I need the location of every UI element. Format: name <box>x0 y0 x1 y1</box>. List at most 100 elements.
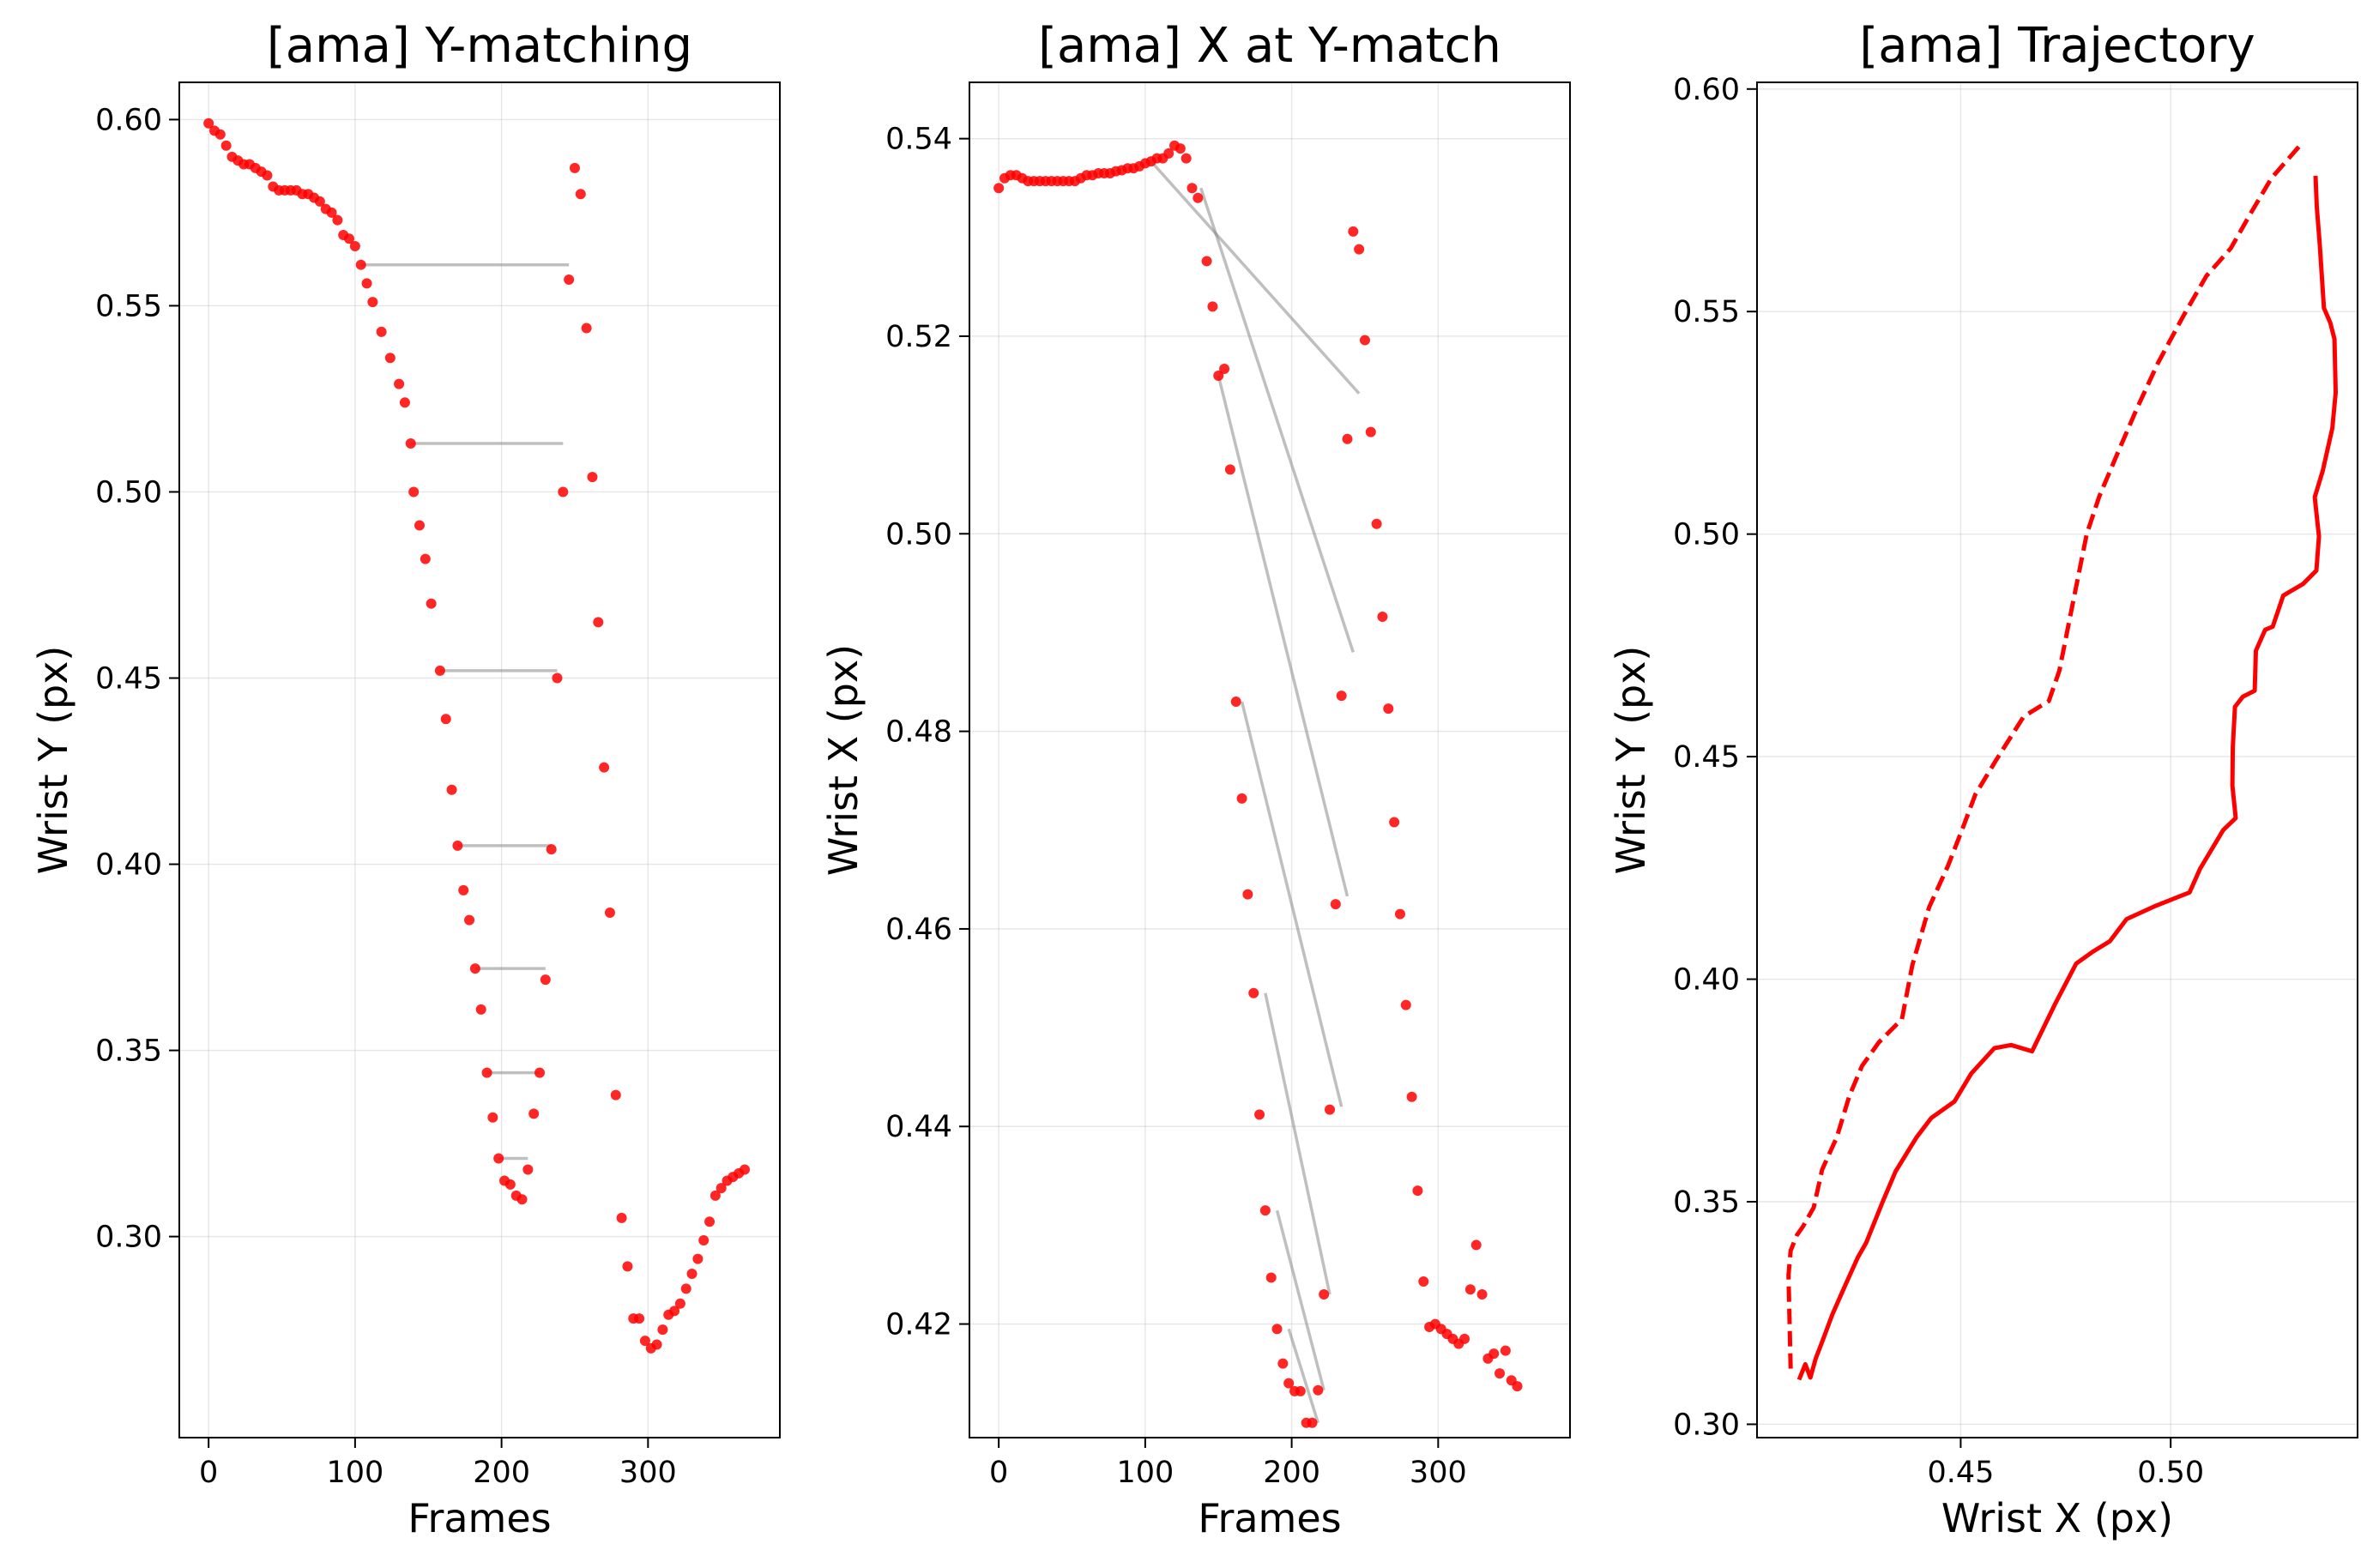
chart-1-point-82 <box>1476 1289 1488 1300</box>
chart-0-ytick-label-1: 0.35 <box>95 1034 162 1069</box>
chart-1-point-34 <box>1193 192 1204 203</box>
chart-1-ytick-label-2: 0.46 <box>885 913 952 947</box>
chart-1-point-29 <box>1163 148 1174 159</box>
chart-1-point-37 <box>1213 371 1224 382</box>
chart-0-ytick-label-2: 0.40 <box>95 848 162 883</box>
chart-0-plot-area <box>203 118 751 1354</box>
chart-0-point-79 <box>674 1298 685 1309</box>
chart-1-point-46 <box>1265 1272 1277 1283</box>
chart-0-point-0 <box>203 118 214 129</box>
chart-1-point-55 <box>1319 1289 1330 1300</box>
chart-0-point-30 <box>384 353 396 364</box>
chart-1-match-line-4 <box>1264 992 1331 1295</box>
chart-0-xtick-label-1: 100 <box>326 1456 383 1490</box>
chart-0-point-66 <box>599 762 610 773</box>
chart-1-point-38 <box>1219 363 1230 374</box>
chart-0-point-53 <box>522 1164 534 1175</box>
chart-1-point-58 <box>1336 691 1347 702</box>
chart-0-point-35 <box>414 520 425 531</box>
chart-1-ylabel: Wrist X (px) <box>820 644 866 876</box>
chart-1-point-42 <box>1242 889 1253 900</box>
chart-1-ytick-label-5: 0.52 <box>885 320 952 354</box>
chart-2-plot-area <box>1786 145 2338 1381</box>
chart-0-point-29 <box>376 326 387 337</box>
chart-0-point-61 <box>569 162 580 173</box>
chart-1-point-60 <box>1348 226 1359 237</box>
chart-0-point-22 <box>332 214 343 226</box>
chart-1-point-65 <box>1377 612 1388 623</box>
chart-1-point-70 <box>1406 1091 1417 1102</box>
chart-0-point-37 <box>426 598 437 609</box>
chart-2-series-descending <box>1786 145 2301 1369</box>
chart-1-point-81 <box>1470 1239 1482 1251</box>
chart-0-point-36 <box>420 553 431 564</box>
chart-1-match-line-2 <box>1217 375 1350 897</box>
panel-y-matching: 0 100 200 300 0.30 0.35 0.40 0.45 0.50 0.55 0.60 [a… <box>30 18 781 1541</box>
chart-1-point-33 <box>1186 183 1198 194</box>
chart-1-point-62 <box>1359 335 1370 346</box>
chart-1-point-48 <box>1277 1358 1289 1369</box>
chart-1-match-line-3 <box>1240 701 1343 1107</box>
chart-0-point-19 <box>314 196 325 207</box>
chart-2-xtick-label-1: 0.50 <box>2137 1456 2204 1490</box>
chart-0-point-48 <box>493 1153 504 1164</box>
chart-0-point-59 <box>558 486 569 498</box>
chart-0-point-43 <box>464 914 475 926</box>
chart-0-ytick-label-6: 0.60 <box>95 103 162 137</box>
panel-trajectory: 0.45 0.50 0.30 0.35 0.40 0.45 0.50 0.55 0.60 [ama… <box>1608 18 2358 1541</box>
chart-0-point-67 <box>604 907 615 918</box>
chart-0-point-60 <box>564 274 575 286</box>
chart-0-title: [ama] Y-matching <box>267 18 692 74</box>
chart-0-point-33 <box>405 438 416 449</box>
chart-0-point-73 <box>639 1336 650 1347</box>
chart-0-point-78 <box>669 1306 680 1317</box>
chart-0-point-47 <box>487 1112 498 1123</box>
chart-0-point-26 <box>355 259 366 270</box>
chart-1-point-51 <box>1295 1385 1306 1396</box>
chart-2-ytick-label-1: 0.35 <box>1673 1185 1740 1220</box>
chart-1-point-68 <box>1394 908 1405 920</box>
chart-1-plot-area <box>993 140 1523 1428</box>
chart-1-ytick-label-3: 0.48 <box>885 715 952 750</box>
chart-1-xlabel: Frames <box>1198 1495 1341 1541</box>
chart-0-point-21 <box>326 207 337 218</box>
chart-0-point-58 <box>552 672 563 684</box>
chart-0-point-38 <box>434 665 445 676</box>
chart-1-point-36 <box>1207 301 1218 312</box>
chart-0-xtick-label-0: 0 <box>199 1456 218 1490</box>
chart-1-match-line-5 <box>1275 1209 1325 1391</box>
chart-1-point-43 <box>1248 987 1259 998</box>
chart-1-point-35 <box>1201 256 1212 267</box>
chart-0-point-3 <box>220 140 232 151</box>
chart-1-ytick-label-6: 0.54 <box>885 123 952 157</box>
chart-1-point-31 <box>1174 143 1186 154</box>
chart-0-xtick-label-2: 200 <box>473 1456 530 1490</box>
chart-1-frame <box>969 81 1571 1438</box>
chart-1-ytick-label-4: 0.50 <box>885 517 952 552</box>
chart-2-xlabel: Wrist X (px) <box>1941 1495 2173 1541</box>
chart-1-point-57 <box>1330 899 1341 910</box>
chart-0-point-54 <box>528 1108 540 1119</box>
chart-2-series-ascending <box>1796 175 2338 1381</box>
chart-0-point-25 <box>349 240 360 251</box>
chart-1-xtick-label-1: 100 <box>1116 1456 1174 1490</box>
chart-2-ytick-label-0: 0.30 <box>1673 1408 1740 1442</box>
chart-2-frame <box>1756 81 2358 1438</box>
chart-2-title: [ama] Trajectory <box>1859 18 2255 74</box>
chart-0-point-65 <box>593 617 604 628</box>
chart-1-point-85 <box>1494 1368 1506 1379</box>
chart-0-xlabel: Frames <box>408 1495 551 1541</box>
chart-1-point-44 <box>1254 1109 1265 1120</box>
chart-1-point-67 <box>1389 817 1400 828</box>
chart-1-ytick-label-1: 0.44 <box>885 1110 952 1144</box>
chart-0-point-81 <box>686 1269 697 1280</box>
chart-2-ytick-label-3: 0.45 <box>1673 740 1740 775</box>
chart-0-ytick-label-3: 0.45 <box>95 662 162 697</box>
chart-1-point-71 <box>1412 1185 1423 1197</box>
chart-0-point-44 <box>469 963 480 974</box>
chart-1-point-41 <box>1236 793 1247 804</box>
chart-1-point-66 <box>1383 703 1394 715</box>
chart-0-point-56 <box>540 974 551 986</box>
chart-1-point-86 <box>1500 1345 1511 1356</box>
